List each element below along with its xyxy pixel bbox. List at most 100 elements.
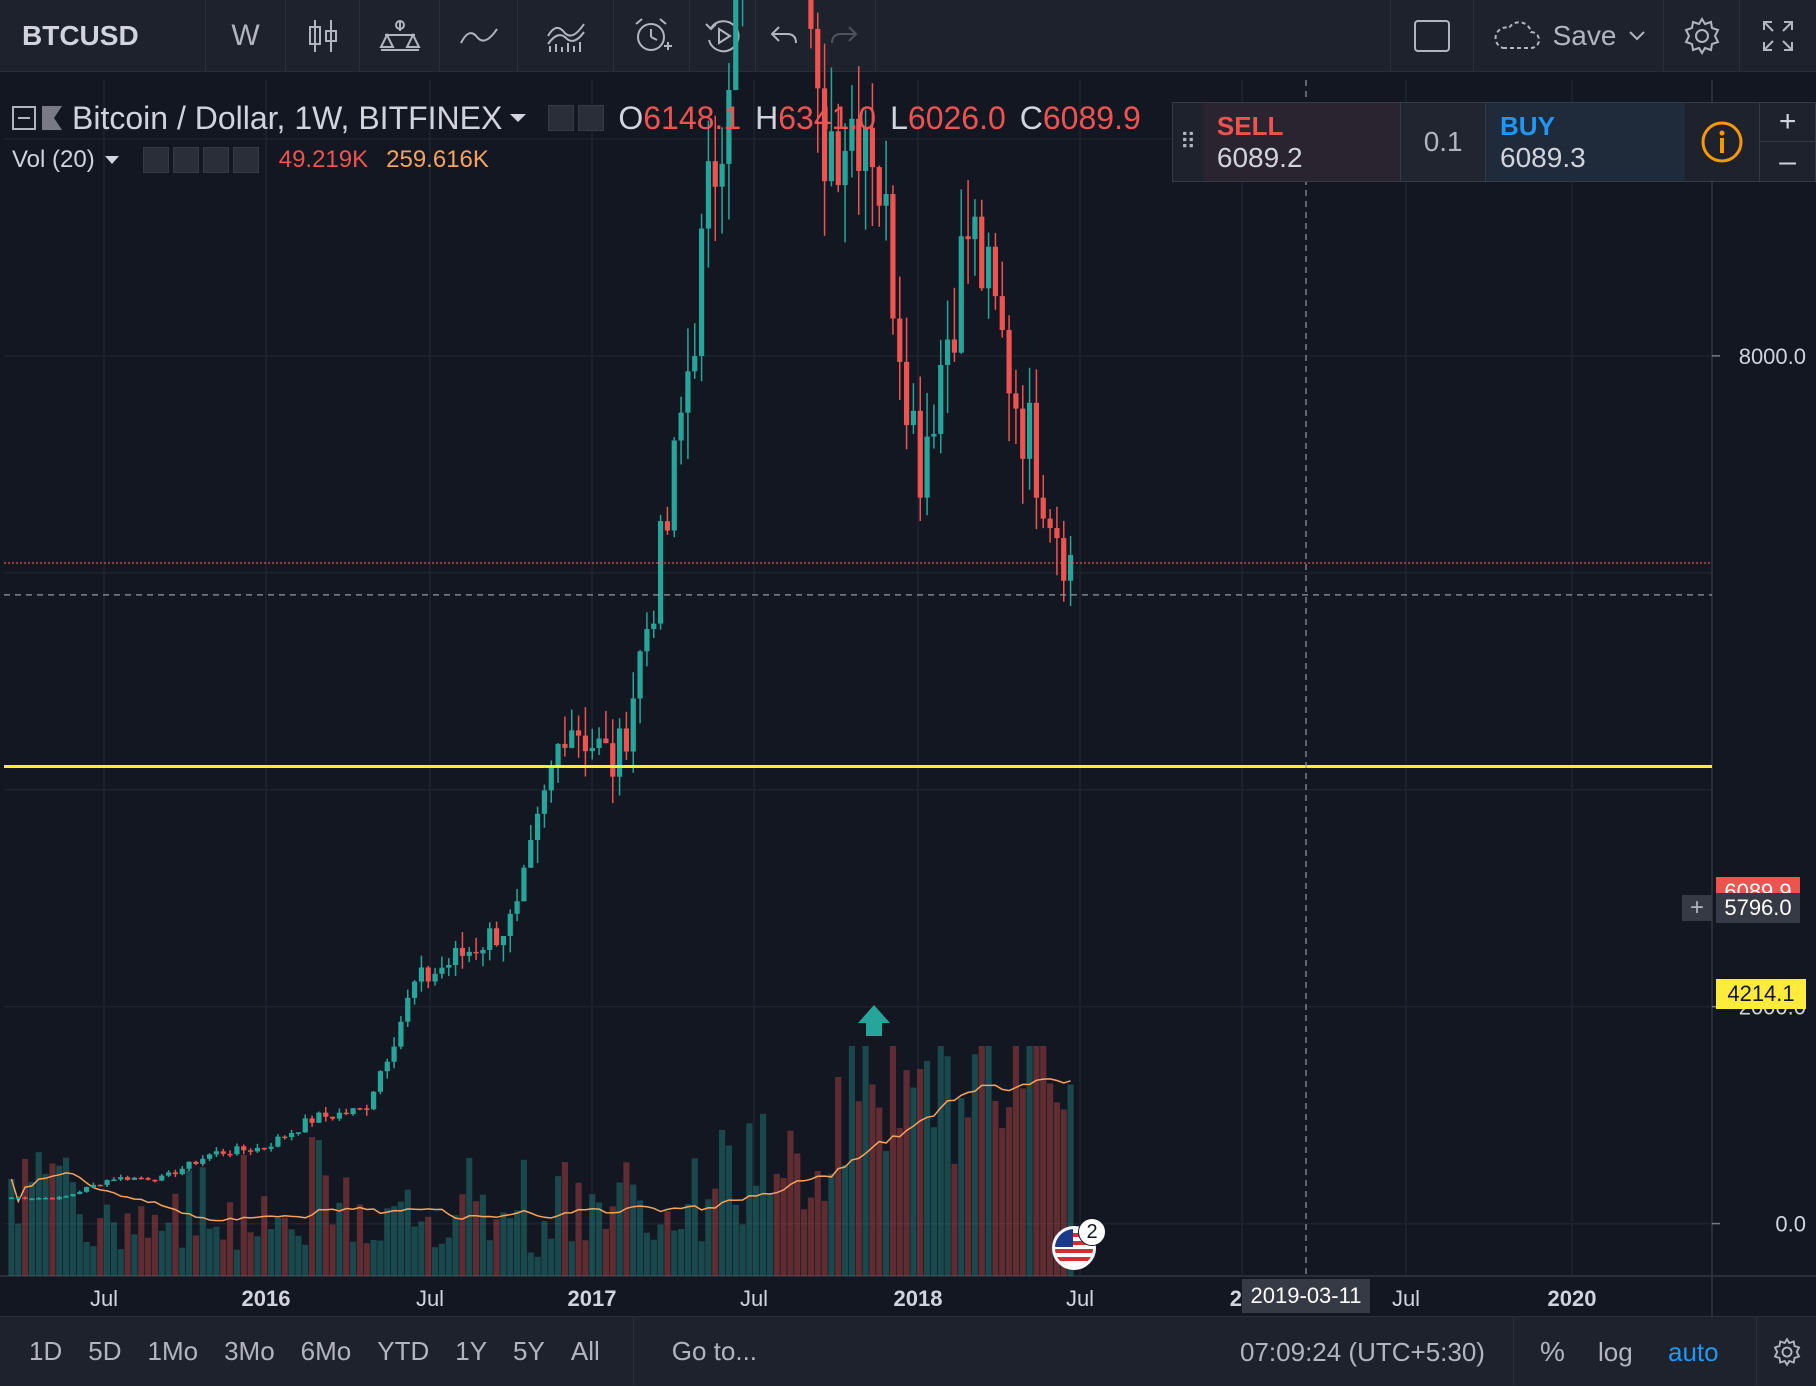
chevron-down-icon[interactable] — [508, 111, 528, 125]
range-button-all[interactable]: All — [570, 1336, 600, 1366]
volume-bar — [807, 1197, 814, 1276]
volume-bar — [548, 1238, 555, 1276]
candle-body — [910, 410, 917, 426]
volume-bar — [575, 1182, 582, 1276]
range-button-1d[interactable]: 1D — [29, 1336, 63, 1366]
gear-icon[interactable] — [172, 147, 199, 173]
compare-button[interactable] — [360, 0, 440, 72]
candle-body — [377, 1071, 384, 1092]
candle-body — [1013, 393, 1019, 409]
events-count-badge[interactable]: 2 — [1078, 1218, 1106, 1246]
candle-body — [124, 1177, 131, 1180]
info-button[interactable] — [1685, 103, 1759, 181]
plus-button[interactable]: + — [1760, 103, 1815, 142]
chart-overlays — [4, 80, 1712, 1276]
candle-body — [206, 1154, 213, 1159]
candle-body — [77, 1191, 83, 1195]
volume-ma-line — [10, 1078, 1071, 1222]
symbol-search[interactable]: BTCUSD — [0, 0, 206, 72]
candle-body — [808, 0, 814, 29]
volume-bar — [315, 1140, 322, 1276]
buy-button[interactable]: BUY 6089.3 — [1486, 103, 1686, 181]
volume-bar — [22, 1158, 29, 1276]
volume-bar — [766, 1193, 773, 1276]
plus-icon[interactable] — [202, 147, 229, 173]
range-button-1mo[interactable]: 1Mo — [147, 1336, 199, 1366]
candle-body — [179, 1168, 185, 1175]
percent-scale-button[interactable]: % — [1540, 1336, 1565, 1367]
candle-body — [36, 1198, 42, 1200]
auto-scale-button[interactable]: auto — [1668, 1336, 1719, 1367]
range-button-5y[interactable]: 5Y — [513, 1336, 545, 1366]
candle-body — [459, 947, 466, 956]
candle-body — [521, 867, 527, 902]
legend-title[interactable]: Bitcoin / Dollar, 1W, BITFINEX — [72, 99, 503, 136]
time-tick-label: 2020 — [1548, 1286, 1597, 1311]
candle-body — [118, 1177, 124, 1180]
close-icon[interactable] — [232, 147, 259, 173]
volume-bar — [883, 1150, 890, 1276]
candle-body — [220, 1151, 226, 1154]
candle-body — [111, 1179, 117, 1181]
minus-button[interactable]: – — [1779, 144, 1796, 178]
collapse-icon[interactable] — [12, 106, 36, 130]
buy-price: 6089.3 — [1500, 142, 1586, 173]
chevron-down-icon[interactable] — [103, 154, 121, 166]
log-scale-button[interactable]: log — [1598, 1336, 1633, 1367]
close-value: 6089.9 — [1042, 99, 1141, 136]
templates-button[interactable] — [518, 0, 614, 72]
chart-type-button[interactable] — [286, 0, 360, 72]
chart-legend: Bitcoin / Dollar, 1W, BITFINEX O 6148.1 H… — [12, 98, 1141, 138]
candle-body — [1033, 402, 1040, 498]
volume-label[interactable]: Vol (20) — [12, 146, 95, 173]
sell-button[interactable]: SELL 6089.2 — [1202, 103, 1401, 181]
volume-bar — [1019, 1088, 1026, 1276]
drag-handle-icon[interactable]: ⠿ — [1179, 129, 1196, 154]
price-chart[interactable]: 18000.016000.014000.012000.010000.08000.… — [0, 0, 1816, 1316]
save-button[interactable]: Save — [1474, 0, 1664, 72]
range-button-ytd[interactable]: YTD — [377, 1336, 430, 1366]
volume-bar — [138, 1206, 145, 1276]
candle-body — [815, 28, 821, 89]
quantity-field[interactable]: 0.1 — [1400, 103, 1487, 181]
volume-bar — [124, 1213, 131, 1276]
settings-button[interactable] — [1664, 0, 1740, 72]
volume-bar — [56, 1165, 63, 1276]
volume-bar — [609, 1206, 616, 1276]
volume-bar — [917, 1069, 924, 1276]
range-button-1y[interactable]: 1Y — [455, 1336, 488, 1366]
eye-icon[interactable] — [548, 105, 575, 131]
candle-body — [29, 1198, 35, 1201]
candle-body — [323, 1112, 329, 1117]
candle-body — [678, 412, 684, 441]
indicators-button[interactable] — [440, 0, 518, 72]
axis-settings-button[interactable] — [1756, 1317, 1816, 1386]
undo-button[interactable] — [756, 0, 812, 72]
volume-bar — [602, 1228, 609, 1276]
volume-bar — [896, 1128, 903, 1276]
layout-button[interactable] — [1390, 0, 1474, 72]
range-button-3mo[interactable]: 3Mo — [224, 1336, 275, 1366]
time-tick-label: 2016 — [242, 1286, 291, 1311]
horizontal-line-price-tag[interactable]: 4214.1 — [1716, 979, 1806, 1009]
clock[interactable]: 07:09:24 (UTC+5:30) — [1240, 1317, 1514, 1386]
candle-body — [288, 1133, 295, 1137]
range-button-5d[interactable]: 5D — [88, 1336, 122, 1366]
eye-icon[interactable] — [142, 147, 169, 173]
interval-button[interactable]: W — [206, 0, 286, 72]
volume-bar — [479, 1194, 486, 1276]
add-order-button[interactable]: + — [1682, 894, 1712, 921]
gear-icon[interactable] — [578, 105, 605, 131]
volume-bar — [568, 1241, 575, 1276]
range-button-6mo[interactable]: 6Mo — [300, 1336, 352, 1366]
volume-bar — [555, 1176, 562, 1276]
alert-button[interactable] — [614, 0, 690, 72]
volume-bar — [322, 1175, 329, 1276]
redo-button[interactable] — [812, 0, 876, 72]
candle-body — [138, 1177, 144, 1180]
candle-body — [90, 1184, 97, 1188]
fullscreen-button[interactable] — [1740, 0, 1816, 72]
volume-bar — [418, 1221, 425, 1276]
goto-button[interactable]: Go to... — [671, 1336, 758, 1366]
volume-bar — [63, 1157, 70, 1276]
